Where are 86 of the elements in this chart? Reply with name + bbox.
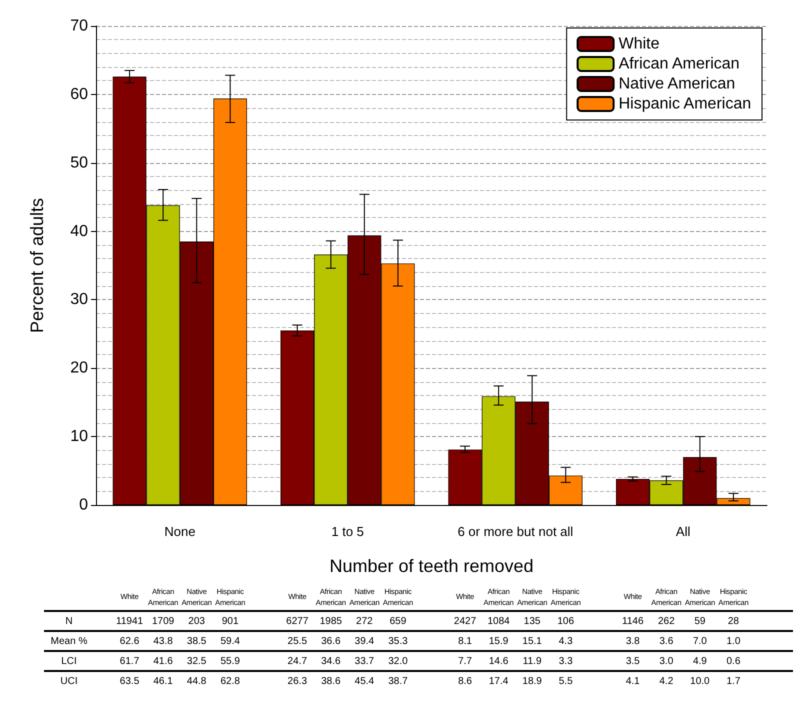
x-tick-label: 6 or more but not all [458,524,574,539]
text: 2427 [452,615,478,629]
text: 272 [355,615,374,629]
text: 4.1 [624,675,641,689]
text: 45.4 [354,675,376,689]
text: LCI [60,655,78,669]
text: 32.0 [387,655,409,669]
y-tick-label: 70 [70,18,88,34]
text: 135 [522,615,542,629]
text: 0.6 [725,655,742,669]
text: 8.1 [457,635,473,649]
text: 41.6 [152,655,174,669]
x-tick-label: 1 to 5 [331,524,364,539]
x-axis-title: Number of teeth removed [329,556,534,576]
text: Mean % [50,635,88,649]
text: 10.0 [689,675,711,689]
text: 63.5 [118,675,140,689]
text: 11.9 [522,655,543,669]
text: 44.8 [186,675,208,689]
text: 15.9 [488,635,510,649]
text: 46.1 [152,675,174,689]
text: 59.4 [219,635,241,649]
text: 38.7 [387,675,409,689]
text: N [64,615,74,629]
text: 4.3 [558,635,574,649]
legend-label: Native American [618,76,736,92]
text: 901 [220,615,240,629]
text: UCI [59,675,79,689]
text: 59 [693,615,706,629]
text: 32.5 [186,655,208,669]
text: 7.7 [457,655,473,669]
text: 3.0 [658,655,674,669]
y-tick-label: 20 [70,360,88,377]
text: 1084 [486,615,511,629]
text: 17.4 [488,675,510,689]
text: 62.8 [219,675,241,689]
text: 7.0 [692,635,708,649]
text: 11941 [115,615,144,629]
text: 38.5 [186,635,208,649]
legend-label: African American [618,56,740,72]
text: 8.6 [457,675,473,689]
y-tick-label: 60 [70,86,88,103]
x-tick-label: All [676,524,690,539]
y-tick-label: 50 [70,154,88,172]
text: 25.5 [286,635,308,649]
y-tick-label: 0 [79,496,88,514]
text: 203 [187,615,206,629]
text: 3.5 [624,655,641,669]
text: 3.3 [558,655,574,669]
text: 1985 [318,615,343,629]
text: 106 [556,615,576,629]
text: 61.7 [118,655,140,669]
text: 1146 [621,615,645,629]
y-axis-title: Percent of adults [27,198,47,334]
text: 36.6 [320,635,342,649]
text: 43.8 [152,635,174,649]
text: 26.3 [286,675,308,689]
text: 1.0 [725,635,742,649]
text: 1.7 [725,675,742,689]
text: 55.9 [219,655,241,669]
text: 14.6 [488,655,510,669]
text: 4.9 [692,655,708,669]
text: 34.6 [320,655,342,669]
text: 6277 [285,615,310,629]
y-tick-label: 10 [70,428,88,446]
y-tick-label: 30 [70,291,88,308]
text: 4.2 [658,675,674,689]
text: 28 [726,615,740,629]
text: 5.5 [558,675,574,689]
text: 659 [388,615,408,629]
text: 18.9 [521,675,543,689]
text: 15.1 [521,635,543,649]
legend-label: Hispanic American [618,96,752,112]
text: 38.6 [320,675,342,689]
text: 33.7 [354,655,376,669]
x-tick-label: None [164,524,196,539]
text: 3.6 [658,635,674,649]
text: 62.6 [118,635,140,649]
text: 39.4 [354,635,376,649]
text: 262 [656,615,676,629]
legend-label: White [618,36,660,52]
text: 3.8 [624,635,641,649]
text: 1709 [150,615,176,629]
text: 24.7 [286,655,308,669]
text: 35.3 [387,635,409,649]
y-tick-label: 40 [70,222,88,240]
